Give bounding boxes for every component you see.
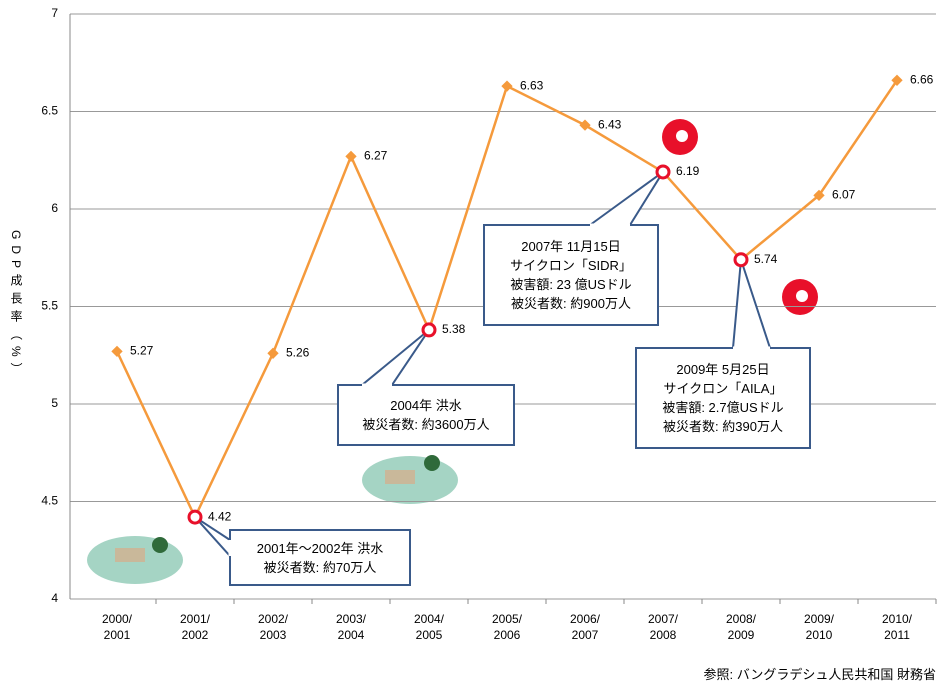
highlight-point — [421, 322, 437, 338]
annotation-text: 2004年 洪水 — [390, 398, 462, 413]
y-tick-label: 6 — [51, 201, 58, 215]
point — [501, 80, 513, 92]
point — [579, 119, 591, 131]
annotation-text: 被災者数: 約900万人 — [511, 296, 631, 311]
value-label: 6.07 — [832, 188, 856, 202]
callout-pointer — [731, 259, 772, 349]
x-tick-label: 2000/ 2001 — [101, 612, 133, 642]
y-tick-label: 5.5 — [41, 299, 58, 313]
y-tick-label: 4.5 — [41, 494, 58, 508]
point — [267, 347, 279, 359]
flood-icon — [362, 455, 458, 504]
x-tick-label: 2002/ 2003 — [257, 612, 289, 642]
x-tick-label: 2008/ 2009 — [725, 612, 757, 642]
point — [813, 189, 825, 202]
y-tick-label: 4 — [51, 591, 58, 605]
highlight-point — [187, 509, 203, 525]
callout-pointer — [359, 329, 430, 386]
value-label: 6.63 — [520, 78, 544, 92]
annotation-text: 2001年～2002年 洪水 — [256, 540, 384, 556]
annotation-text: 被災者数: 約3600万人 — [362, 417, 490, 432]
value-label: 5.38 — [442, 322, 466, 336]
flood-icon — [87, 536, 183, 584]
x-tick-label: 2006/ 2007 — [569, 612, 601, 642]
x-tick-label: 2005/ 2006 — [491, 612, 523, 642]
x-tick-label: 2007/ 2008 — [647, 612, 679, 642]
annotation-text: 被害額: 23 億USドル — [510, 277, 632, 292]
annotation-text: サイクロン「SIDR」 — [510, 258, 632, 273]
annotation-text: 被害額: 2.7億USドル — [662, 400, 784, 415]
callout-box — [229, 529, 411, 586]
x-tick-label: 2010/ 2011 — [881, 612, 913, 642]
x-tick-label: 2004/ 2005 — [413, 612, 445, 642]
annotation-text: 被災者数: 約70万人 — [263, 559, 377, 575]
source: 参照: バングラデシュ人民共和国 財務省 — [703, 667, 937, 682]
annotation-text: 2009年 5月25日 — [676, 362, 770, 377]
callout-box — [337, 384, 515, 446]
x-tick-label: 2009/ 2010 — [803, 612, 835, 642]
y-tick-label: 6.5 — [41, 104, 58, 118]
value-label: 6.27 — [364, 149, 388, 163]
highlight-point — [733, 252, 749, 268]
callout-box — [635, 347, 811, 449]
x-tick-label: 2003/ 2004 — [335, 612, 367, 642]
value-label: 5.26 — [286, 345, 310, 359]
annotation-text: 被災者数: 約390万人 — [663, 419, 783, 434]
value-label: 5.74 — [754, 252, 778, 266]
value-label: 6.43 — [598, 117, 622, 131]
y-tick-label: 5 — [51, 396, 58, 410]
annotation-text: サイクロン「AILA」 — [663, 381, 783, 396]
point — [111, 345, 123, 358]
point — [345, 150, 357, 163]
value-label: 5.27 — [130, 344, 154, 358]
callout-pointer — [586, 171, 664, 226]
y-tick-label: 7 — [51, 6, 58, 20]
value-label: 4.42 — [208, 509, 232, 523]
value-label: 6.19 — [676, 164, 700, 178]
x-tick-label: 2001/ 2002 — [179, 612, 211, 642]
cyclone-icon — [662, 119, 698, 155]
y-axis-label: GDP成長率（%） — [9, 230, 23, 381]
cyclone-icon — [782, 279, 818, 315]
value-label: 6.66 — [910, 72, 934, 86]
annotation-text: 2007年 11月15日 — [521, 239, 621, 254]
callout-box — [483, 224, 659, 326]
highlight-point — [655, 164, 671, 180]
